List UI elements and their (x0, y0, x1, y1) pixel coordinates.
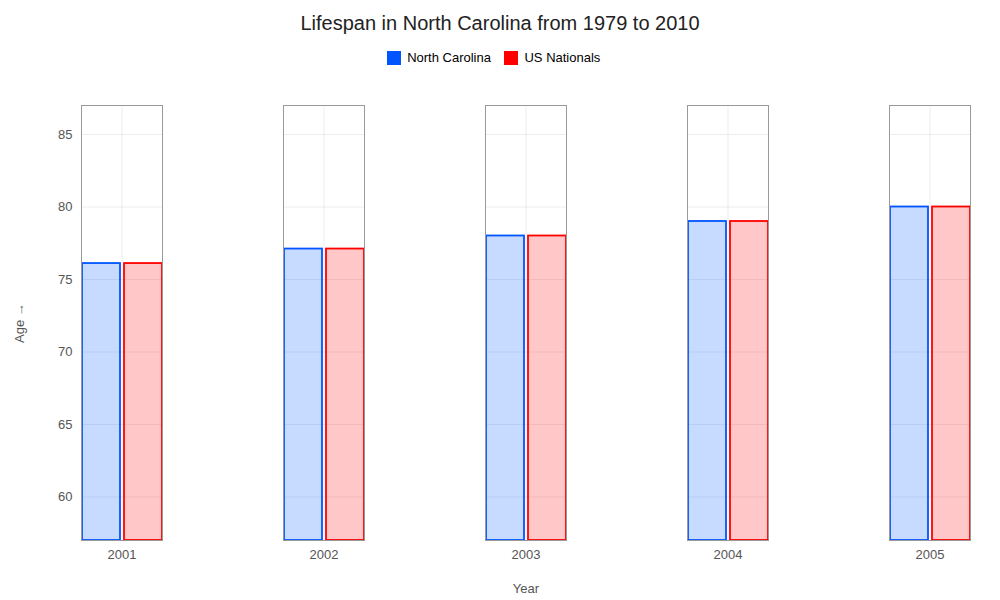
svg-text:2005: 2005 (916, 546, 945, 561)
svg-text:60: 60 (58, 489, 72, 504)
svg-text:Year: Year (513, 580, 540, 595)
svg-text:75: 75 (58, 271, 72, 286)
svg-text:Age →: Age → (12, 303, 27, 343)
svg-text:85: 85 (58, 126, 72, 141)
svg-text:65: 65 (58, 416, 72, 431)
svg-text:2001: 2001 (108, 546, 137, 561)
html-text:North Carolina: North Carolina (407, 50, 491, 65)
svg-text:70: 70 (58, 344, 72, 359)
svg-text:2002: 2002 (310, 546, 339, 561)
html-text:US Nationals: US Nationals (524, 50, 601, 65)
html-text:Lifespan in North Carolina fro: Lifespan in North Carolina from 1979 to … (300, 12, 700, 34)
svg-text:2004: 2004 (714, 546, 743, 561)
svg-text:80: 80 (58, 199, 72, 214)
svg-text:2003: 2003 (512, 546, 541, 561)
